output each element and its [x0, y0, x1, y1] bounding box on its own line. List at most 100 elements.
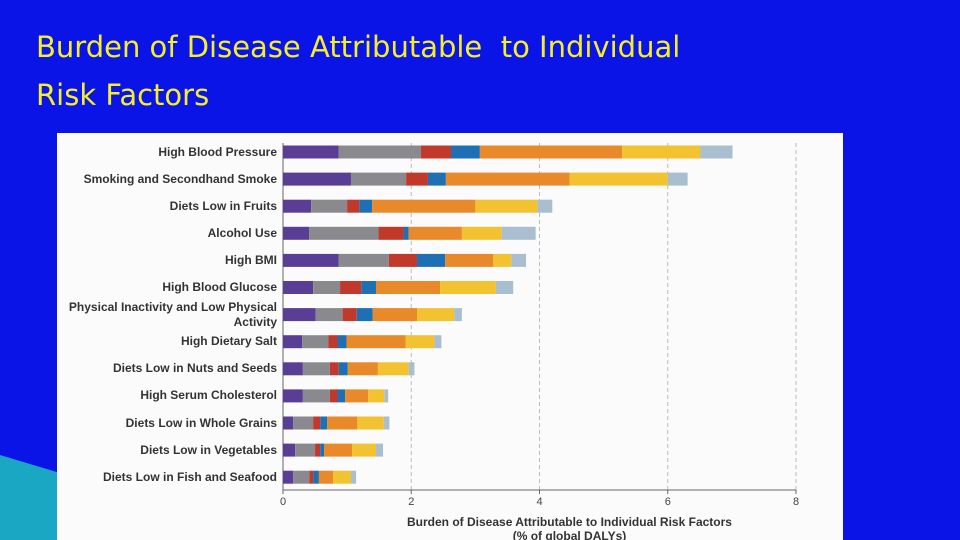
- bar-segment: [352, 443, 376, 457]
- bar-segment: [350, 470, 357, 484]
- category-label: Diets Low in Fruits: [169, 198, 277, 213]
- bar-segment: [302, 389, 330, 403]
- bar-segment: [388, 253, 418, 267]
- bar-segment: [357, 416, 384, 430]
- bar-segment: [283, 172, 351, 186]
- category-label: Diets Low in Vegetables: [140, 442, 277, 457]
- bar-segment: [350, 172, 407, 186]
- bar-segment: [445, 172, 570, 186]
- category-label: Diets Low in Nuts and Seeds: [112, 361, 277, 376]
- bar-segment: [427, 172, 446, 186]
- bar-segment: [700, 145, 733, 159]
- bar-segment: [337, 389, 346, 403]
- bar-segment: [368, 389, 385, 403]
- bar-segment: [454, 308, 462, 322]
- bar-segment: [493, 253, 512, 267]
- category-label: Alcohol Use: [207, 225, 277, 240]
- bar-segment: [320, 443, 325, 457]
- decor-wedge: [0, 455, 60, 540]
- bar-segment: [283, 416, 294, 430]
- chart-panel: 0 2 4 6 8 Burden of Disease Attributable to I…: [57, 133, 843, 540]
- bar-segment: [384, 389, 389, 403]
- bar-segment: [359, 199, 373, 213]
- bar-segment: [461, 226, 502, 240]
- bar-segment: [420, 145, 452, 159]
- category-label: High Dietary Salt: [180, 334, 277, 349]
- bar-segment: [283, 145, 339, 159]
- bar-segment: [378, 226, 404, 240]
- category-label: High Serum Cholesterol: [140, 388, 277, 403]
- bar-segment: [283, 281, 314, 294]
- bar-segment: [340, 281, 362, 294]
- category-label: High Blood Glucose: [162, 280, 277, 294]
- bar-segment: [445, 253, 494, 267]
- x-axis-label: (% of global DALYs): [513, 529, 627, 540]
- bar-segment: [293, 470, 310, 484]
- bar-segment: [302, 335, 329, 349]
- x-axis-label: Burden of Disease Attributable to Indivi…: [407, 515, 732, 529]
- bar-segment: [293, 416, 314, 430]
- bar-segment: [667, 172, 688, 186]
- slide-title: Burden of Disease Attributable to Indivi…: [36, 30, 681, 64]
- bar-segment: [479, 145, 623, 159]
- bar-segment: [329, 389, 338, 403]
- category-label: Diets Low in Fish and Seafood: [102, 469, 277, 484]
- bar-segment: [347, 362, 378, 376]
- bar-segment: [338, 253, 389, 267]
- x-tick-label: 2: [408, 496, 414, 508]
- bar-segment: [451, 145, 480, 159]
- bar-segment: [537, 199, 553, 213]
- category-label: Smoking and Secondhand Smoke: [83, 171, 277, 186]
- bar-segment: [345, 389, 369, 403]
- x-tick-label: 0: [280, 496, 286, 508]
- bar-segment: [338, 362, 348, 376]
- bar-segment: [622, 145, 701, 159]
- category-label: High BMI: [225, 252, 277, 267]
- bar-segment: [338, 145, 421, 159]
- bar-segment: [283, 308, 316, 322]
- bar-segment: [406, 172, 428, 186]
- bar-segment: [403, 226, 409, 240]
- bar-segment: [372, 199, 476, 213]
- bar-segment: [375, 443, 384, 457]
- bar-segment: [361, 281, 376, 294]
- bar-segment: [383, 416, 390, 430]
- bar-segment: [495, 281, 514, 294]
- bar-segment: [511, 253, 527, 267]
- bar-segment: [283, 335, 303, 349]
- bar-segment: [283, 199, 312, 213]
- bar-segment: [302, 362, 330, 376]
- bar-segment: [346, 335, 406, 349]
- bar-segment: [283, 443, 296, 457]
- bar-segment: [283, 389, 303, 403]
- bar-segment: [337, 335, 347, 349]
- bar-segment: [375, 281, 441, 294]
- bar-segment: [283, 362, 303, 376]
- bar-segment: [320, 416, 328, 430]
- bar-segment: [283, 470, 294, 484]
- x-tick-label: 8: [793, 496, 799, 508]
- bar-segment: [324, 443, 353, 457]
- bar-segment: [440, 281, 496, 294]
- bar-segment: [405, 335, 435, 349]
- bar-segment: [328, 335, 338, 349]
- bar-segment: [417, 308, 455, 322]
- bar-segment: [315, 308, 343, 322]
- bar-segment: [347, 199, 360, 213]
- bar-segment: [408, 226, 462, 240]
- bar-segment: [408, 362, 415, 376]
- bar-segment: [333, 470, 351, 484]
- chart: 0 2 4 6 8 Burden of Disease Attributable to I…: [280, 143, 799, 540]
- bar-segment: [417, 253, 446, 267]
- slide-title: Risk Factors: [36, 78, 210, 112]
- bar-segment: [569, 172, 668, 186]
- bar-segment: [283, 226, 310, 240]
- bar-segment: [283, 253, 339, 267]
- bar-segment: [372, 308, 418, 322]
- category-label: Physical Inactivity and Low Physical Act…: [68, 299, 277, 329]
- bar-segment: [501, 226, 536, 240]
- category-label: Diets Low in Whole Grains: [125, 415, 277, 430]
- bar-segment: [434, 335, 442, 349]
- category-label: High Blood Pressure: [158, 144, 277, 159]
